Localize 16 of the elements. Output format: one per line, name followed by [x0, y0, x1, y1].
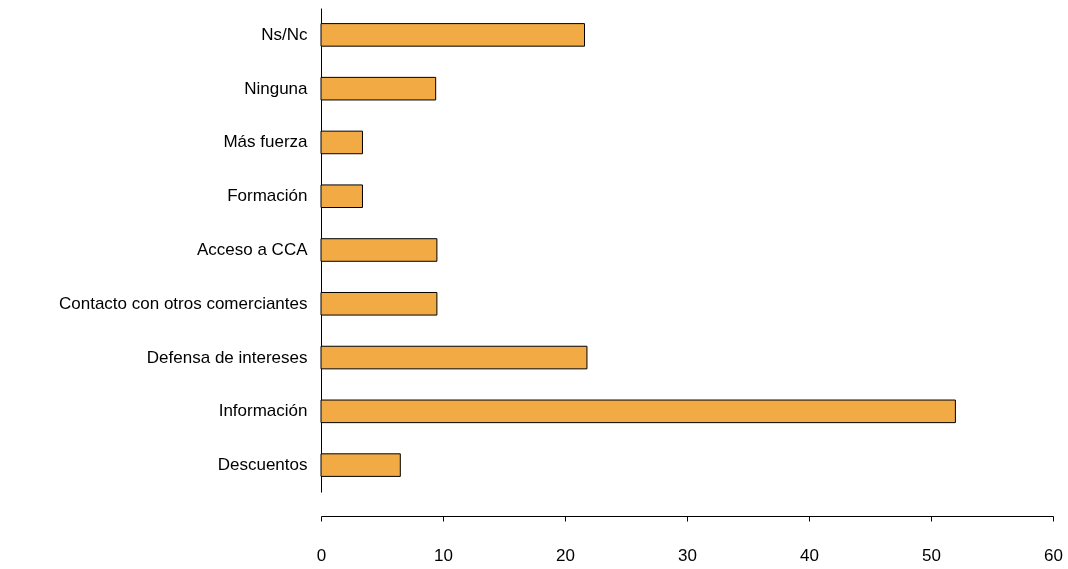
y-tick-label: Ninguna [244, 78, 309, 98]
x-tick-label: 60 [1044, 545, 1063, 565]
x-tick-label: 50 [922, 545, 941, 565]
x-tick-label: 10 [434, 545, 453, 565]
y-tick-label: Más fuerza [223, 132, 309, 152]
x-tick-label: 30 [678, 545, 697, 565]
x-tick-label: 0 [316, 545, 327, 565]
x-tick-label: 20 [556, 545, 575, 565]
y-tick-label: Acceso a CCA [196, 240, 309, 259]
y-tick-label: Ns/Nc [261, 24, 308, 44]
y-tick-label: Formación [227, 186, 308, 206]
y-tick-label: Defensa de intereses [146, 347, 308, 367]
x-tick-label: 40 [800, 545, 819, 565]
y-tick-label: Descuentos [217, 455, 308, 475]
y-tick-label: Contacto con otros comerciantes [58, 293, 308, 313]
y-tick-label: Información [218, 401, 308, 421]
